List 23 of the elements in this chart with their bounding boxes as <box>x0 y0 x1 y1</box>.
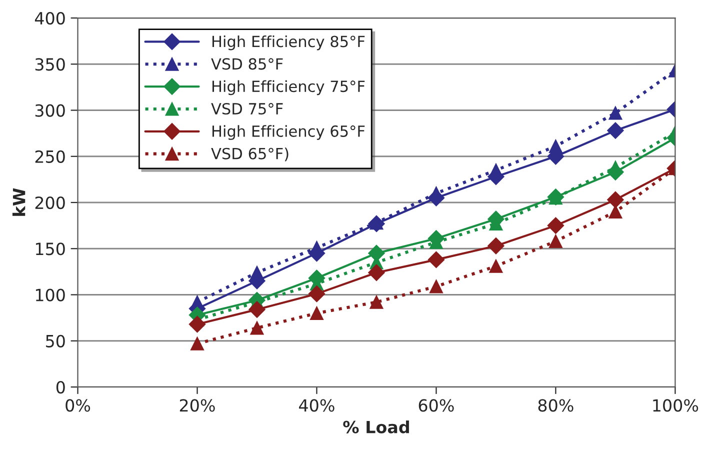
legend-label: High Efficiency 85°F <box>212 35 365 50</box>
x-tick-label: 0% <box>66 399 90 412</box>
y-tick-label: 250 <box>35 150 65 163</box>
legend-label: VSD 85°F <box>211 58 283 70</box>
legend-label: High Efficiency 65°F <box>212 125 365 140</box>
x-tick-label: 20% <box>180 399 215 412</box>
y-tick-label: 350 <box>35 58 65 71</box>
x-axis-title: % Load <box>343 420 409 434</box>
legend-label: VSD 65°F) <box>211 148 288 162</box>
legend-label: High Efficiency 75°F <box>212 80 365 96</box>
x-tick-label: 60% <box>418 399 454 412</box>
legend-label: VSD 75°F <box>211 102 283 115</box>
y-tick-label: 200 <box>35 196 65 210</box>
x-tick-label: 100% <box>653 399 698 412</box>
y-tick-label: 300 <box>35 104 65 117</box>
y-tick-label: 150 <box>36 242 65 256</box>
x-tick-label: 80% <box>538 399 574 412</box>
y-tick-label: 50 <box>46 334 65 348</box>
y-tick-label: 400 <box>34 12 65 25</box>
y-tick-label: 100 <box>36 288 65 302</box>
y-tick-label: 0 <box>56 380 65 394</box>
y-axis-title: kW <box>12 188 26 216</box>
x-tick-label: 40% <box>299 399 334 412</box>
